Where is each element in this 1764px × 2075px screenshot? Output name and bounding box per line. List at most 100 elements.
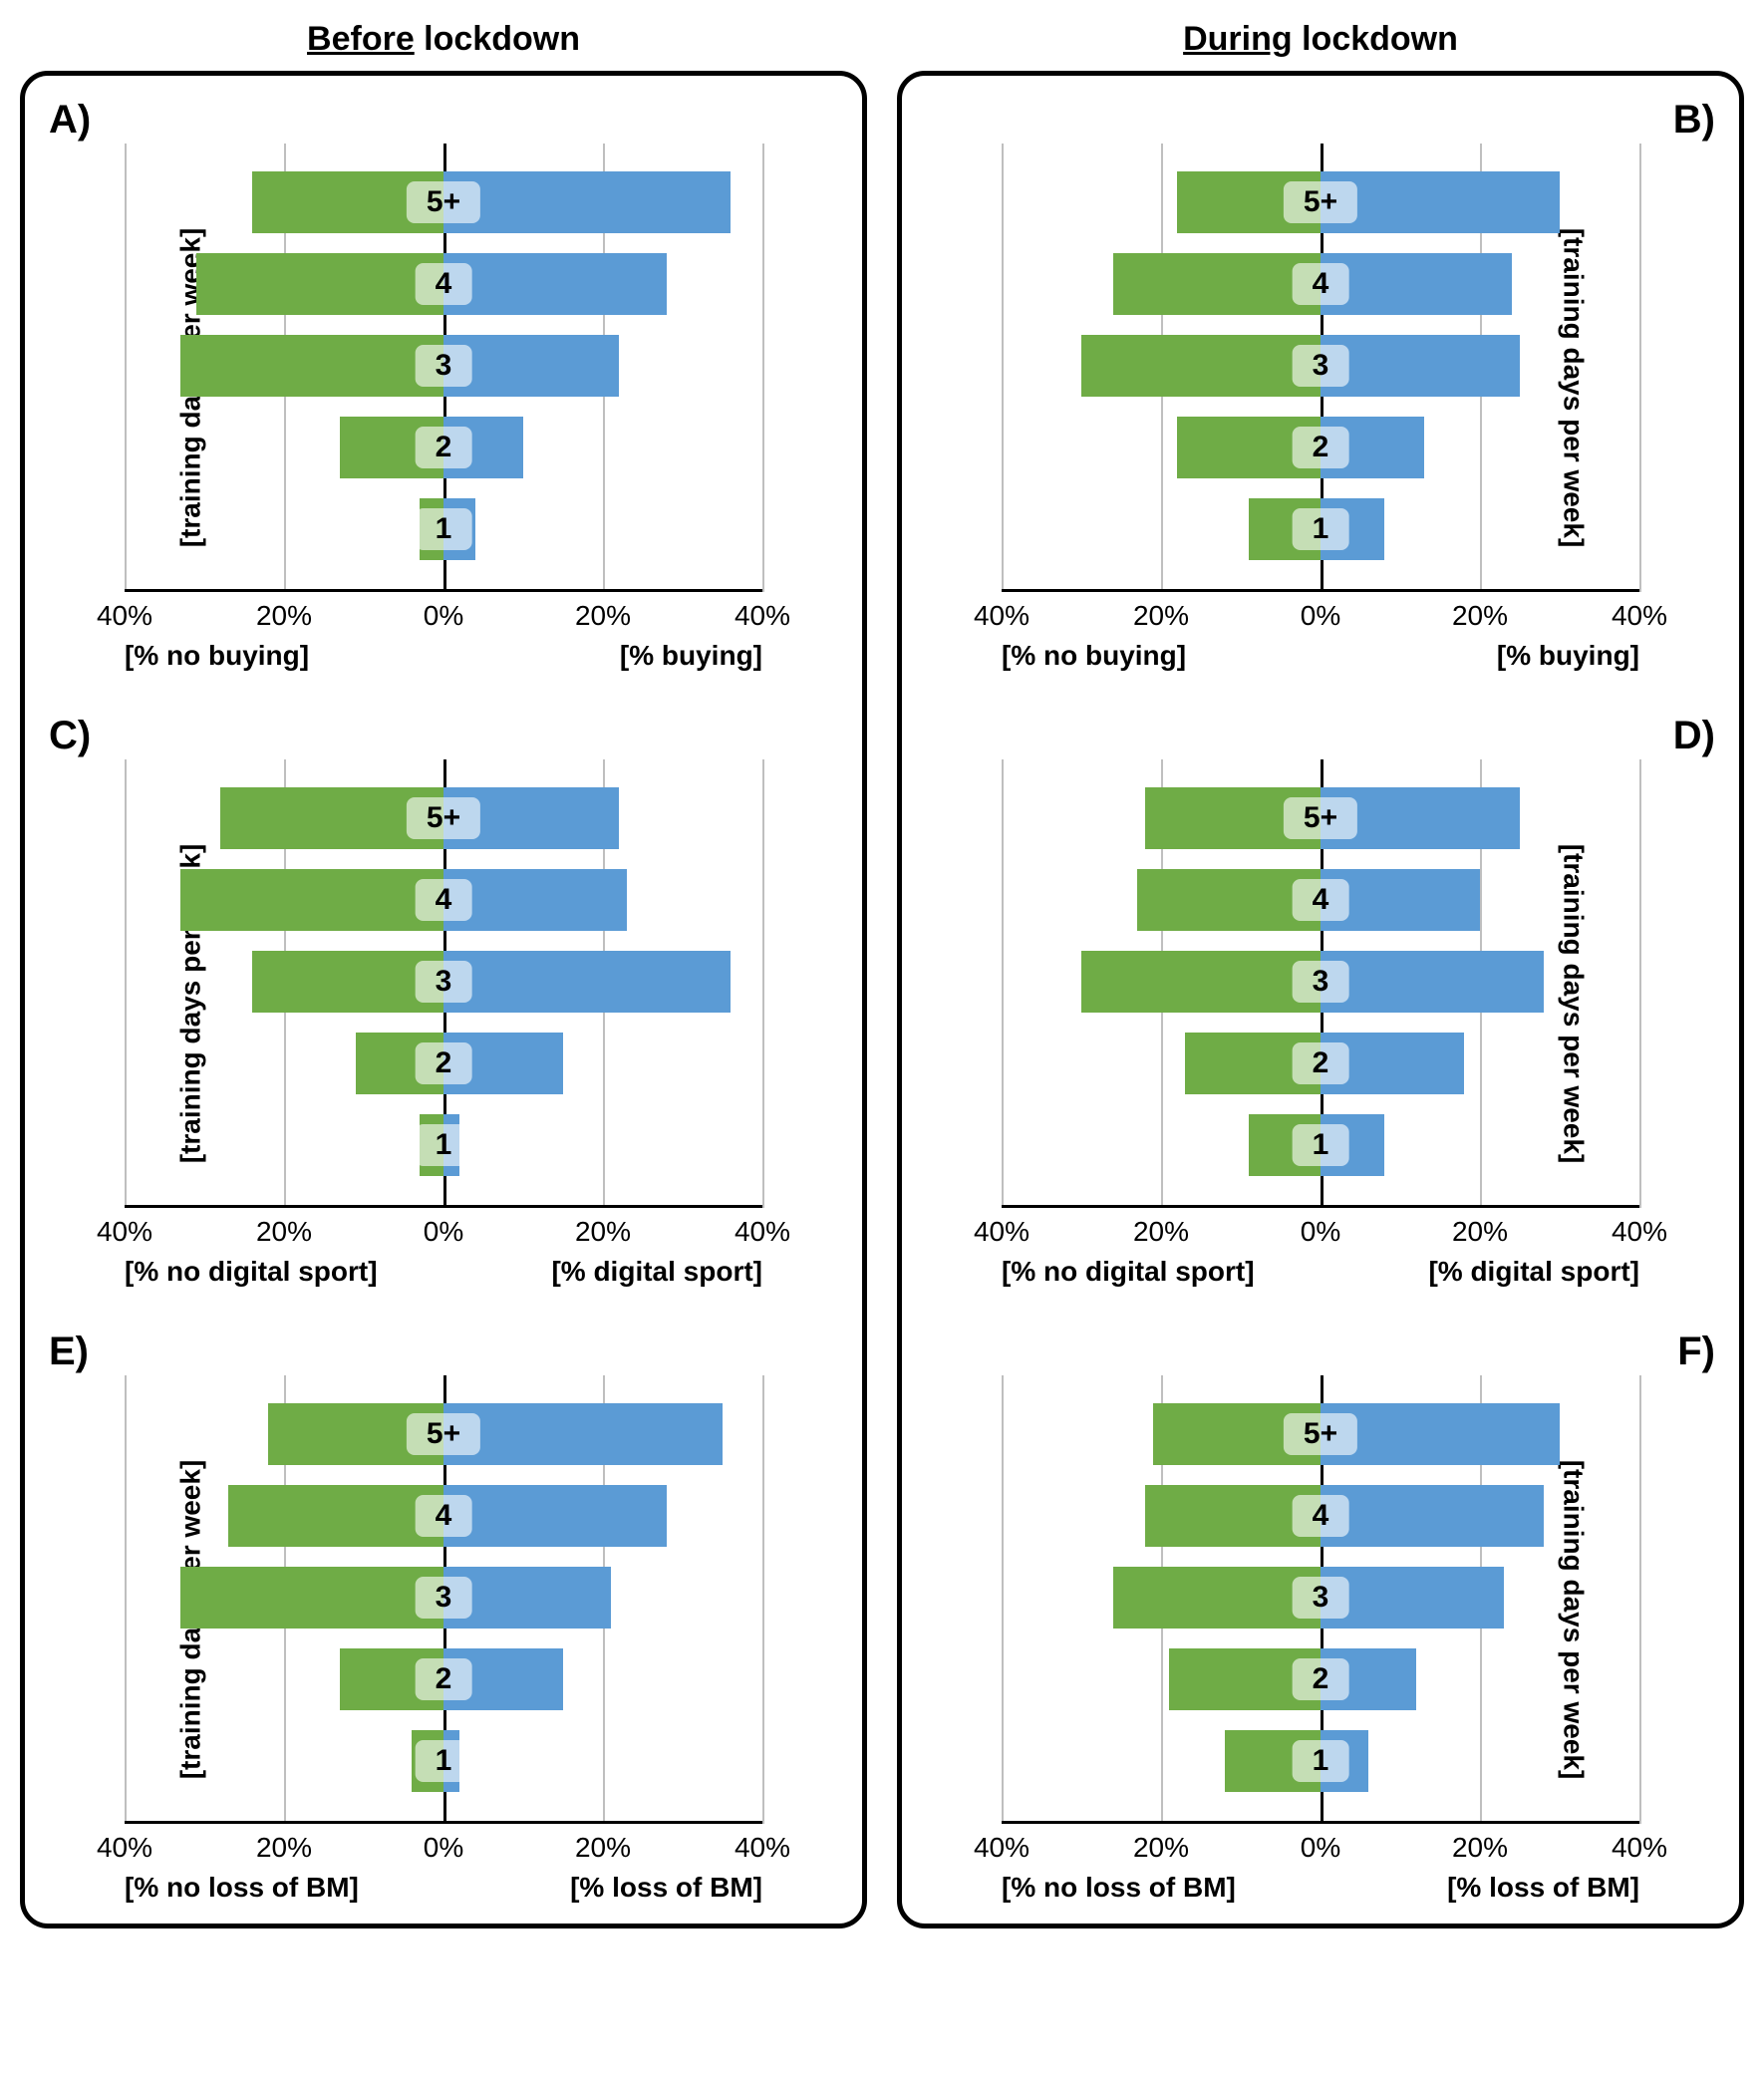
bar-right	[1321, 951, 1544, 1013]
column-right: B)[training days per week]5+432140%20%0%…	[897, 71, 1744, 1928]
bar-row: 1	[125, 498, 762, 560]
category-label: 4	[416, 879, 472, 921]
category-label: 3	[416, 1577, 472, 1619]
x-tick: 0%	[424, 1216, 463, 1248]
bar-row: 3	[125, 1567, 762, 1629]
category-label: 1	[416, 1124, 472, 1166]
x-tick: 40%	[1612, 1832, 1667, 1864]
x-label-left: [% no digital sport]	[125, 1256, 378, 1288]
category-label: 2	[416, 427, 472, 468]
gridline	[762, 144, 764, 592]
col-title-left: Before lockdown	[20, 20, 867, 59]
plot-area: 5+432140%20%0%20%40%[% no buying][% buyi…	[1002, 144, 1639, 592]
x-label-left: [% no buying]	[1002, 640, 1186, 672]
bar-left	[180, 335, 443, 397]
bar-right	[443, 1403, 723, 1465]
bar-left	[1113, 253, 1321, 315]
category-label: 5+	[407, 1413, 480, 1455]
panel-letter: B)	[1673, 98, 1715, 143]
x-tick: 20%	[1452, 1832, 1508, 1864]
bar-row: 3	[125, 335, 762, 397]
category-label: 3	[416, 961, 472, 1003]
bar-row: 3	[1002, 335, 1639, 397]
panel-letter: C)	[49, 714, 91, 758]
category-label: 3	[1293, 1577, 1349, 1619]
x-tick: 20%	[256, 1216, 312, 1248]
bar-left	[196, 253, 443, 315]
category-label: 1	[1293, 1124, 1349, 1166]
bar-row: 5+	[1002, 1403, 1639, 1465]
gridline	[762, 759, 764, 1208]
x-tick: 20%	[575, 600, 631, 632]
bar-row: 2	[1002, 1648, 1639, 1710]
bar-row: 5+	[1002, 171, 1639, 233]
category-label: 5+	[407, 181, 480, 223]
x-tick: 0%	[1301, 1832, 1340, 1864]
col-title-right: During lockdown	[897, 20, 1744, 59]
category-label: 1	[416, 508, 472, 550]
category-label: 2	[1293, 427, 1349, 468]
x-label-right: [% digital sport]	[1428, 1256, 1639, 1288]
x-label-right: [% loss of BM]	[1447, 1872, 1639, 1904]
category-label: 1	[1293, 508, 1349, 550]
panel-C: C)[training days per week]5+432140%20%0%…	[35, 710, 852, 1298]
bar-row: 2	[1002, 1033, 1639, 1094]
x-tick: 40%	[735, 1832, 790, 1864]
panel-letter: F)	[1677, 1330, 1715, 1374]
x-label-right: [% digital sport]	[551, 1256, 762, 1288]
plot-area: 5+432140%20%0%20%40%[% no loss of BM][% …	[1002, 1375, 1639, 1824]
bar-row: 1	[1002, 1114, 1639, 1176]
x-tick: 40%	[735, 1216, 790, 1248]
panel-letter: A)	[49, 98, 91, 143]
x-tick: 40%	[97, 1216, 152, 1248]
bar-right	[443, 951, 731, 1013]
bar-left	[1113, 1567, 1321, 1629]
x-label-right: [% buying]	[620, 640, 762, 672]
bar-row: 2	[125, 1033, 762, 1094]
panel-letter: E)	[49, 1330, 89, 1374]
x-tick: 20%	[1452, 600, 1508, 632]
x-label-left: [% no loss of BM]	[125, 1872, 359, 1904]
bar-row: 2	[125, 417, 762, 478]
category-label: 2	[416, 1042, 472, 1084]
bar-row: 4	[1002, 869, 1639, 931]
bar-row: 2	[125, 1648, 762, 1710]
gridline	[1639, 1375, 1641, 1824]
x-label-left: [% no loss of BM]	[1002, 1872, 1236, 1904]
x-axis-line	[1002, 1821, 1639, 1824]
x-tick: 20%	[256, 600, 312, 632]
x-tick: 20%	[1133, 600, 1189, 632]
category-label: 3	[1293, 345, 1349, 387]
x-tick: 40%	[974, 1832, 1029, 1864]
x-tick: 40%	[1612, 600, 1667, 632]
panel-E: E)[training days per week]5+432140%20%0%…	[35, 1326, 852, 1914]
columns: A)[training days per week]5+432140%20%0%…	[20, 71, 1744, 1928]
category-label: 2	[1293, 1658, 1349, 1700]
x-axis-line	[1002, 589, 1639, 592]
panel-A: A)[training days per week]5+432140%20%0%…	[35, 94, 852, 682]
panel-D: D)[training days per week]5+432140%20%0%…	[912, 710, 1729, 1298]
x-label-right: [% buying]	[1497, 640, 1639, 672]
category-label: 5+	[1284, 797, 1357, 839]
bar-row: 3	[1002, 951, 1639, 1013]
bar-right	[443, 171, 731, 233]
x-axis-line	[1002, 1205, 1639, 1208]
bar-row: 3	[1002, 1567, 1639, 1629]
plot-area: 5+432140%20%0%20%40%[% no digital sport]…	[1002, 759, 1639, 1208]
plot-area: 5+432140%20%0%20%40%[% no loss of BM][% …	[125, 1375, 762, 1824]
x-tick: 0%	[424, 600, 463, 632]
x-tick: 40%	[97, 1832, 152, 1864]
x-tick: 0%	[1301, 600, 1340, 632]
category-label: 4	[1293, 263, 1349, 305]
figure: Before lockdown During lockdown A)[train…	[20, 20, 1744, 1928]
column-left: A)[training days per week]5+432140%20%0%…	[20, 71, 867, 1928]
x-tick: 40%	[974, 1216, 1029, 1248]
bar-row: 1	[1002, 498, 1639, 560]
bar-right	[1321, 1485, 1544, 1547]
bar-row: 5+	[125, 787, 762, 849]
gridline	[762, 1375, 764, 1824]
category-label: 4	[416, 263, 472, 305]
x-label-left: [% no digital sport]	[1002, 1256, 1255, 1288]
category-label: 2	[1293, 1042, 1349, 1084]
bar-row: 1	[125, 1114, 762, 1176]
